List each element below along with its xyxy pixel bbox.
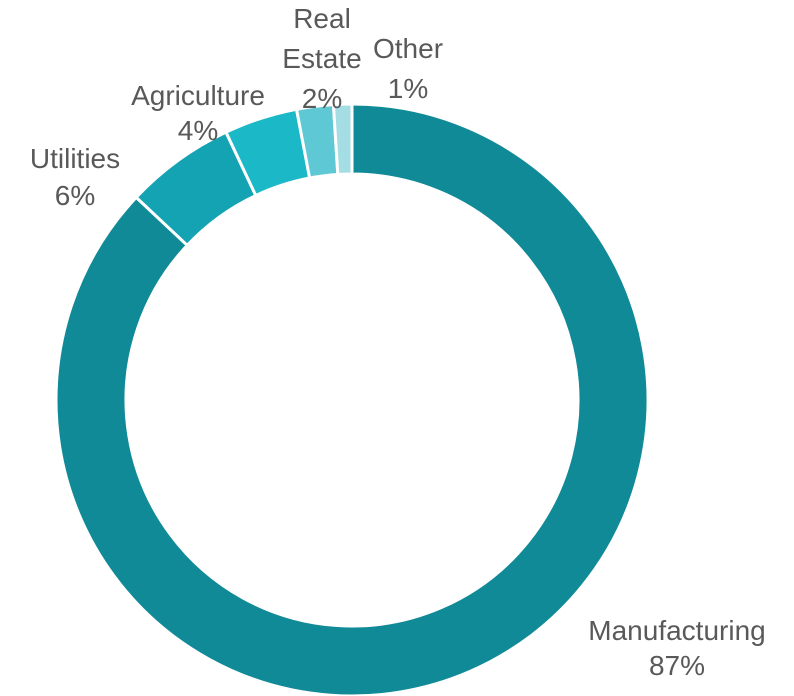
label-agriculture: Agriculture 4% bbox=[131, 80, 265, 146]
slice-category-label: Agriculture bbox=[131, 80, 265, 111]
slice-category-label: Manufacturing bbox=[588, 615, 765, 646]
label-utilities: Utilities 6% bbox=[30, 143, 120, 211]
labels-layer: Manufacturing 87% Utilities 6% Agriculture 4%… bbox=[30, 3, 766, 681]
label-real-estate: Real Estate 2% bbox=[282, 3, 361, 114]
slice-value-label: 6% bbox=[55, 180, 95, 211]
slice-other bbox=[331, 102, 354, 177]
slice-value-label: 2% bbox=[302, 83, 342, 114]
slice-value-label: 1% bbox=[388, 73, 428, 104]
label-other: Other 1% bbox=[373, 33, 443, 104]
slice-category-label: Utilities bbox=[30, 143, 120, 174]
slice-manufacturing bbox=[54, 102, 650, 696]
slice-category-label: Real bbox=[293, 3, 351, 34]
slice-value-label: 4% bbox=[178, 115, 218, 146]
slices-layer bbox=[54, 102, 650, 696]
label-manufacturing: Manufacturing 87% bbox=[588, 615, 765, 681]
slice-value-label: 87% bbox=[649, 650, 705, 681]
slice-category-label: Other bbox=[373, 33, 443, 64]
slice-category-label: Estate bbox=[282, 43, 361, 74]
